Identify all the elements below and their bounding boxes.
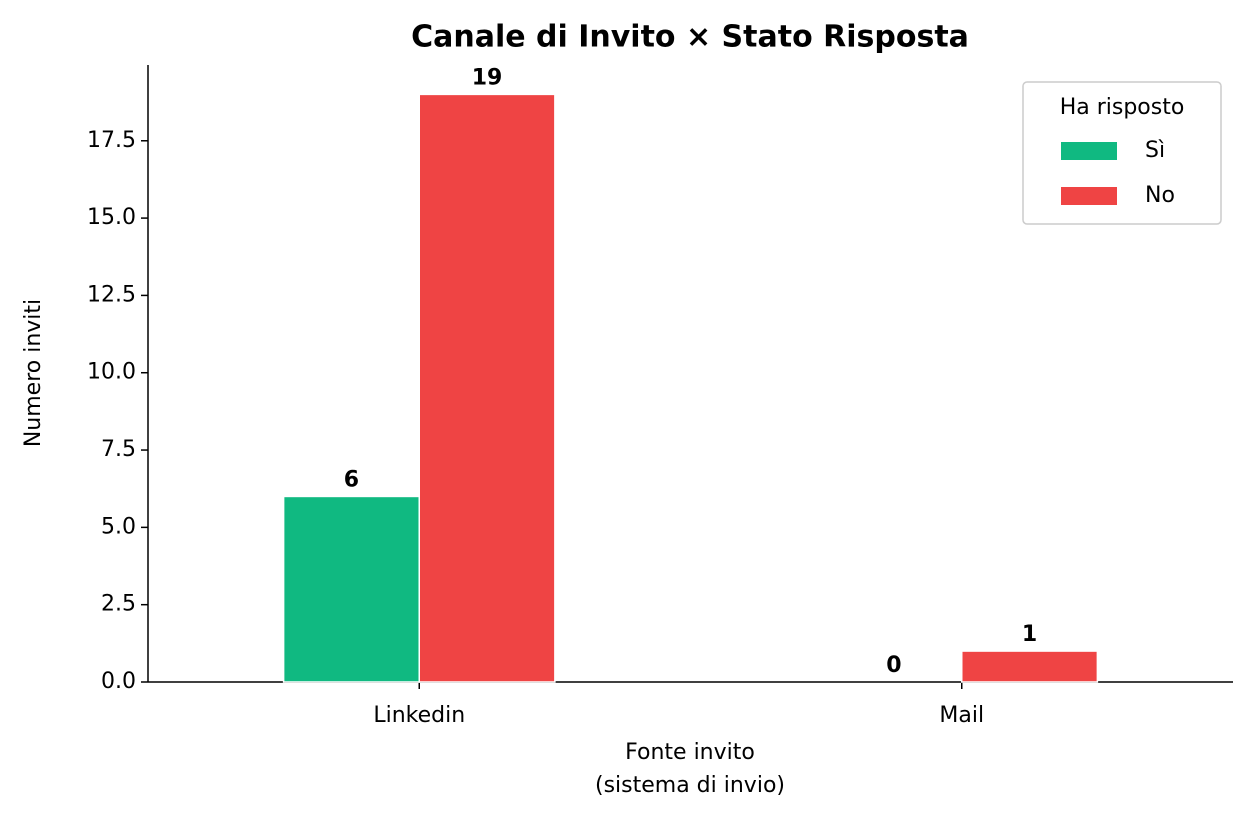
value-label: 1 [1022,622,1037,647]
chart-title: Canale di Invito × Stato Risposta [411,20,969,55]
y-axis-label: Numero inviti [21,299,46,447]
y-tick-label: 0.0 [101,669,136,694]
bar [418,93,556,683]
legend-swatch [1061,187,1117,205]
bar [282,495,420,683]
value-label: 6 [344,467,359,492]
y-tick-label: 7.5 [101,437,136,462]
y-tick-label: 12.5 [87,282,136,307]
legend-swatch [1061,142,1117,160]
y-tick-label: 5.0 [101,514,136,539]
y-tick-label: 15.0 [87,205,136,230]
value-label: 19 [472,65,503,90]
value-label: 0 [886,653,901,678]
legend-label: No [1145,183,1175,208]
bar [961,650,1099,683]
y-tick-label: 2.5 [101,592,136,617]
y-tick-label: 10.0 [87,360,136,385]
legend-title: Ha risposto [1060,95,1185,120]
x-tick-label: Linkedin [373,703,465,728]
legend-label: Sì [1145,138,1165,163]
x-tick-label: Mail [939,703,984,728]
y-tick-label: 17.5 [87,128,136,153]
x-axis-label: Fonte invito (sistema di invio) [595,740,785,798]
